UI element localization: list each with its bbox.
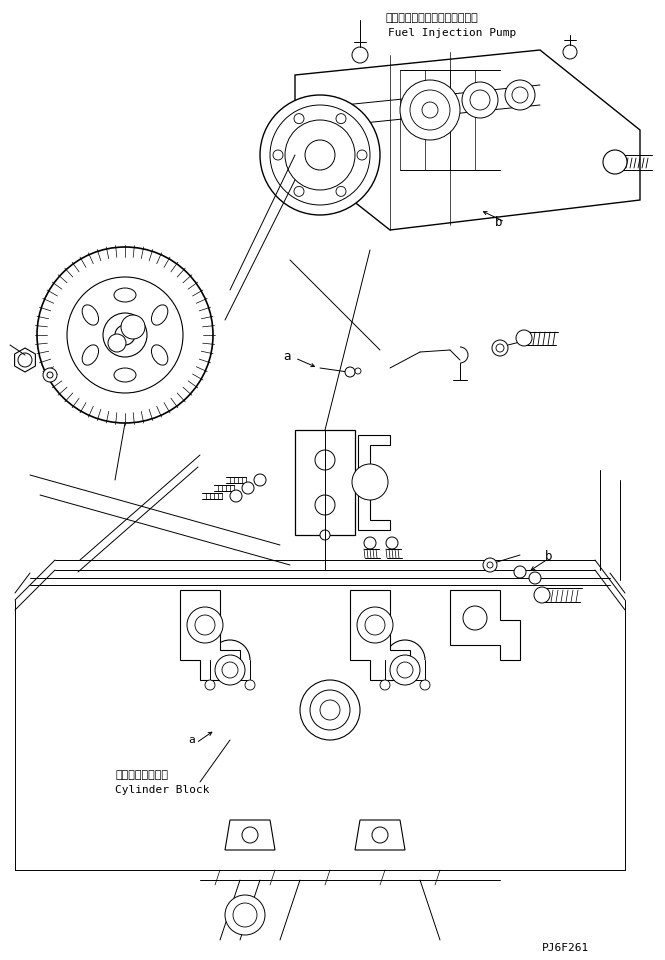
Text: b: b <box>495 215 503 228</box>
Circle shape <box>470 90 490 110</box>
Circle shape <box>115 325 135 345</box>
Ellipse shape <box>114 368 136 382</box>
Circle shape <box>103 313 147 357</box>
Circle shape <box>273 150 283 160</box>
Circle shape <box>320 700 340 720</box>
Circle shape <box>242 482 254 494</box>
Polygon shape <box>180 590 240 680</box>
Circle shape <box>380 680 390 690</box>
Circle shape <box>242 827 258 843</box>
Circle shape <box>67 277 183 393</box>
Text: a: a <box>188 735 195 745</box>
Circle shape <box>505 80 535 110</box>
Polygon shape <box>225 820 275 850</box>
Text: Fuel Injection Pump: Fuel Injection Pump <box>388 28 516 38</box>
Circle shape <box>47 372 53 378</box>
Circle shape <box>215 655 245 685</box>
Circle shape <box>260 95 380 215</box>
Circle shape <box>187 607 223 643</box>
Polygon shape <box>295 50 640 230</box>
Polygon shape <box>350 590 410 680</box>
Circle shape <box>108 334 126 352</box>
Circle shape <box>285 120 355 190</box>
Circle shape <box>345 367 355 377</box>
Circle shape <box>254 474 266 486</box>
Circle shape <box>222 662 238 678</box>
Circle shape <box>245 680 255 690</box>
Ellipse shape <box>152 345 168 365</box>
Circle shape <box>336 113 346 124</box>
Text: フェルインジェクションポンプ: フェルインジェクションポンプ <box>385 13 477 23</box>
Circle shape <box>462 82 498 118</box>
Ellipse shape <box>82 305 98 325</box>
Circle shape <box>205 680 215 690</box>
Circle shape <box>352 464 388 500</box>
Circle shape <box>336 186 346 197</box>
Circle shape <box>230 490 242 502</box>
Circle shape <box>225 895 265 935</box>
Circle shape <box>410 90 450 130</box>
Circle shape <box>364 537 376 549</box>
Circle shape <box>400 80 460 140</box>
Circle shape <box>492 340 508 356</box>
Circle shape <box>512 87 528 103</box>
Text: a: a <box>283 349 291 363</box>
Circle shape <box>422 102 438 118</box>
Circle shape <box>310 690 350 730</box>
Polygon shape <box>358 435 390 530</box>
Circle shape <box>315 495 335 515</box>
Circle shape <box>516 330 532 346</box>
Circle shape <box>320 530 330 540</box>
Polygon shape <box>295 430 355 535</box>
Circle shape <box>270 105 370 205</box>
Circle shape <box>294 113 304 124</box>
Circle shape <box>18 353 32 367</box>
Circle shape <box>372 827 388 843</box>
Circle shape <box>195 615 215 635</box>
Circle shape <box>529 572 541 584</box>
Circle shape <box>563 45 577 59</box>
Circle shape <box>514 566 526 578</box>
Ellipse shape <box>114 288 136 302</box>
Text: PJ6F261: PJ6F261 <box>542 943 589 953</box>
Circle shape <box>355 368 361 374</box>
Polygon shape <box>15 348 35 372</box>
Circle shape <box>496 344 504 352</box>
Circle shape <box>43 368 57 382</box>
Circle shape <box>390 655 420 685</box>
Circle shape <box>357 150 367 160</box>
Polygon shape <box>355 820 405 850</box>
Circle shape <box>603 150 627 174</box>
Ellipse shape <box>82 345 98 365</box>
Circle shape <box>420 680 430 690</box>
Circle shape <box>487 562 493 568</box>
Circle shape <box>357 607 393 643</box>
Circle shape <box>463 606 487 630</box>
Text: シリンダブロック: シリンダブロック <box>115 770 168 780</box>
Circle shape <box>386 537 398 549</box>
Polygon shape <box>450 590 520 660</box>
Circle shape <box>37 247 213 423</box>
Circle shape <box>233 903 257 927</box>
Circle shape <box>315 450 335 470</box>
Circle shape <box>365 615 385 635</box>
Circle shape <box>305 140 335 170</box>
Text: b: b <box>545 549 553 563</box>
Circle shape <box>300 680 360 740</box>
Ellipse shape <box>152 305 168 325</box>
Circle shape <box>121 315 145 339</box>
Circle shape <box>352 47 368 63</box>
Circle shape <box>294 186 304 197</box>
Text: Cylinder Block: Cylinder Block <box>115 785 209 795</box>
Circle shape <box>397 662 413 678</box>
Circle shape <box>534 587 550 603</box>
Circle shape <box>483 558 497 572</box>
